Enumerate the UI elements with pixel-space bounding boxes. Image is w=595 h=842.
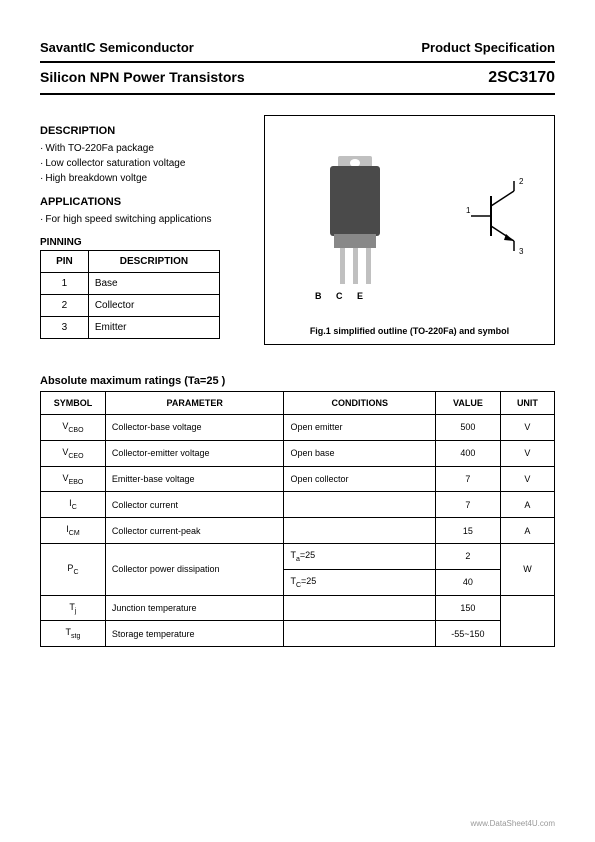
description-list: With TO-220Fa package Low collector satu… <box>40 141 250 186</box>
pin-letters: B C E <box>315 291 369 301</box>
app-item: For high speed switching applications <box>40 212 250 227</box>
rating-symbol: VCBO <box>41 415 106 441</box>
ratings-header-cond: CONDITIONS <box>284 392 435 415</box>
rating-cond <box>284 518 435 544</box>
rating-value: 40 <box>435 569 500 595</box>
rating-symbol: VEBO <box>41 466 106 492</box>
table-row: VCEO Collector-emitter voltage Open base… <box>41 440 555 466</box>
rating-cond: TC=25 <box>284 569 435 595</box>
pin-desc: Base <box>88 273 219 295</box>
doc-type: Product Specification <box>421 40 555 55</box>
ratings-header-value: VALUE <box>435 392 500 415</box>
rating-value: 7 <box>435 492 500 518</box>
rating-param: Collector-base voltage <box>105 415 284 441</box>
table-row: 2 Collector <box>41 295 220 317</box>
pin-number: 2 <box>41 295 89 317</box>
rating-param: Collector power dissipation <box>105 543 284 595</box>
rating-symbol: ICM <box>41 518 106 544</box>
footer-url: www.DataSheet4U.com <box>471 819 555 828</box>
sym-base-label: 1 <box>466 206 471 215</box>
pinning-label: PINNING <box>40 237 250 248</box>
left-column: DESCRIPTION With TO-220Fa package Low co… <box>40 115 250 345</box>
pin-number: 3 <box>41 317 89 339</box>
rating-cond: Open base <box>284 440 435 466</box>
rating-value: 15 <box>435 518 500 544</box>
rating-symbol: Tstg <box>41 621 106 647</box>
table-row: Tstg Storage temperature -55~150 <box>41 621 555 647</box>
rating-param: Collector current <box>105 492 284 518</box>
rating-param: Junction temperature <box>105 595 284 621</box>
title-row: Silicon NPN Power Transistors 2SC3170 <box>40 61 555 95</box>
pin-desc: Emitter <box>88 317 219 339</box>
rating-cond: Open emitter <box>284 415 435 441</box>
sym-collector-label: 2 <box>519 177 524 186</box>
table-row: PC Collector power dissipation Ta=25 2 W <box>41 543 555 569</box>
pinning-table: PIN DESCRIPTION 1 Base 2 Collector 3 Emi… <box>40 250 220 339</box>
rating-unit: V <box>500 415 554 441</box>
company-name: SavantIC Semiconductor <box>40 40 194 55</box>
desc-item: Low collector saturation voltage <box>40 156 250 171</box>
table-row: VEBO Emitter-base voltage Open collector… <box>41 466 555 492</box>
package-lead <box>366 248 371 284</box>
rating-symbol: Tj <box>41 595 106 621</box>
rating-value: 7 <box>435 466 500 492</box>
table-row: Tj Junction temperature 150 <box>41 595 555 621</box>
table-row: 1 Base <box>41 273 220 295</box>
desc-item: High breakdown voltge <box>40 171 250 186</box>
package-lead <box>353 248 358 284</box>
product-title: Silicon NPN Power Transistors <box>40 69 245 87</box>
table-row: ICM Collector current-peak 15 A <box>41 518 555 544</box>
rating-cond: Open collector <box>284 466 435 492</box>
ratings-header-symbol: SYMBOL <box>41 392 106 415</box>
rating-param: Emitter-base voltage <box>105 466 284 492</box>
part-number: 2SC3170 <box>488 69 555 87</box>
header-row: SavantIC Semiconductor Product Specifica… <box>40 40 555 61</box>
rating-unit <box>500 595 554 647</box>
transistor-symbol-icon: 2 1 3 <box>466 176 536 256</box>
description-heading: DESCRIPTION <box>40 125 250 137</box>
rating-param: Storage temperature <box>105 621 284 647</box>
rating-unit: A <box>500 518 554 544</box>
rating-cond <box>284 621 435 647</box>
package-lead <box>340 248 345 284</box>
rating-value: 500 <box>435 415 500 441</box>
table-row: VCBO Collector-base voltage Open emitter… <box>41 415 555 441</box>
rating-unit: V <box>500 440 554 466</box>
applications-heading: APPLICATIONS <box>40 196 250 208</box>
ratings-table: SYMBOL PARAMETER CONDITIONS VALUE UNIT V… <box>40 391 555 647</box>
rating-value: 2 <box>435 543 500 569</box>
desc-item: With TO-220Fa package <box>40 141 250 156</box>
rating-unit: W <box>500 543 554 595</box>
pin-number: 1 <box>41 273 89 295</box>
pinning-header-pin: PIN <box>41 251 89 273</box>
applications-list: For high speed switching applications <box>40 212 250 227</box>
ratings-header-param: PARAMETER <box>105 392 284 415</box>
rating-value: 400 <box>435 440 500 466</box>
rating-cond <box>284 492 435 518</box>
rating-cond: Ta=25 <box>284 543 435 569</box>
rating-symbol: VCEO <box>41 440 106 466</box>
rating-param: Collector-emitter voltage <box>105 440 284 466</box>
rating-value: -55~150 <box>435 621 500 647</box>
sym-emitter-label: 3 <box>519 247 524 256</box>
figure-box: B C E 2 1 3 Fig.1 simplified outline (TO… <box>264 115 555 345</box>
table-row: IC Collector current 7 A <box>41 492 555 518</box>
pinning-header-desc: DESCRIPTION <box>88 251 219 273</box>
ratings-heading: Absolute maximum ratings (Ta=25 ) <box>40 375 555 387</box>
rating-unit: A <box>500 492 554 518</box>
top-section: DESCRIPTION With TO-220Fa package Low co… <box>40 115 555 345</box>
rating-param: Collector current-peak <box>105 518 284 544</box>
package-outline <box>310 156 400 286</box>
package-step <box>334 234 376 248</box>
table-row: 3 Emitter <box>41 317 220 339</box>
rating-symbol: PC <box>41 543 106 595</box>
figure-caption: Fig.1 simplified outline (TO-220Fa) and … <box>265 326 554 336</box>
rating-unit: V <box>500 466 554 492</box>
package-body <box>330 166 380 236</box>
rating-value: 150 <box>435 595 500 621</box>
pin-desc: Collector <box>88 295 219 317</box>
rating-cond <box>284 595 435 621</box>
rating-symbol: IC <box>41 492 106 518</box>
ratings-header-unit: UNIT <box>500 392 554 415</box>
